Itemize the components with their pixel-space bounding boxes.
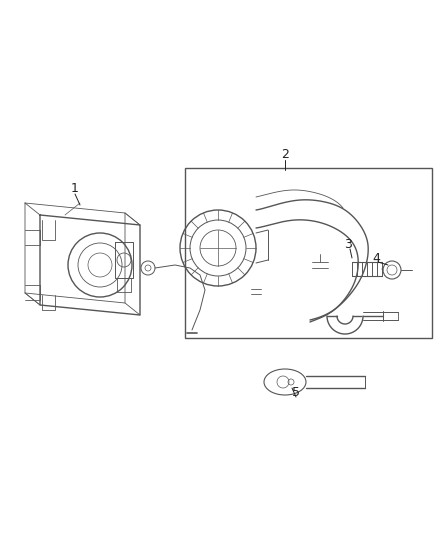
Text: 2: 2 xyxy=(281,149,289,161)
Text: 5: 5 xyxy=(292,386,300,400)
Text: 3: 3 xyxy=(344,238,352,251)
Text: 1: 1 xyxy=(71,182,79,195)
Text: 4: 4 xyxy=(372,252,380,264)
Bar xyxy=(185,168,432,338)
